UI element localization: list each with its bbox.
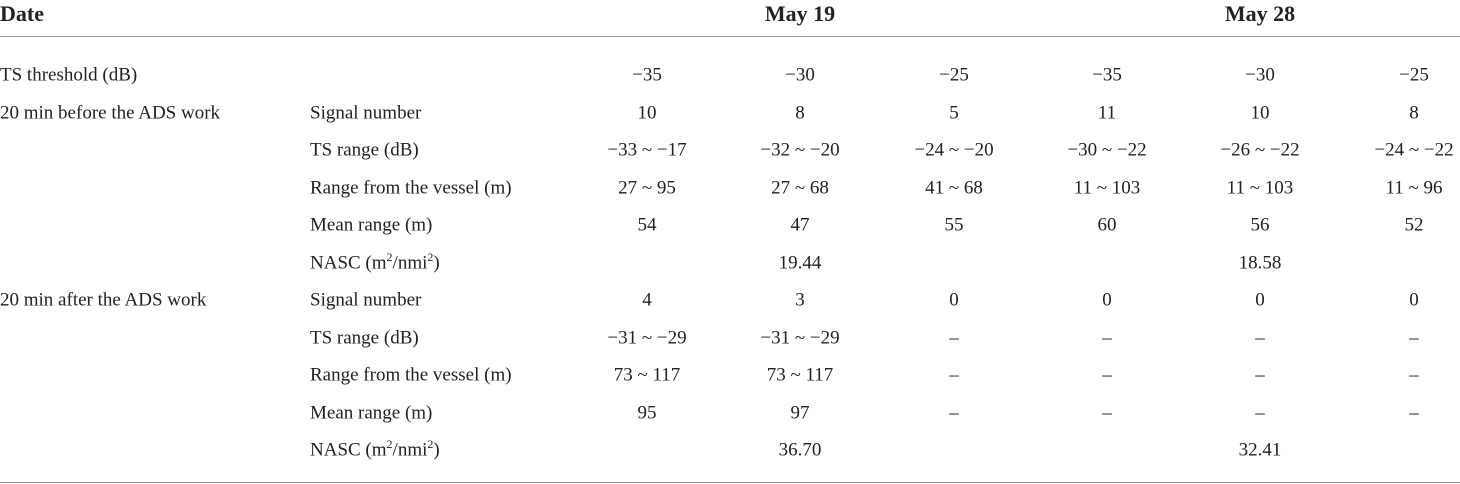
row-label: NASC (m2/nmi2) [310, 438, 440, 461]
cell: 0 [1409, 289, 1419, 311]
label-text: Signal number [310, 102, 422, 123]
cell: 36.70 [778, 439, 822, 461]
cell: 27 ~ 95 [618, 177, 676, 198]
row-label: TS range (dB) [310, 141, 419, 160]
cell: 11 ~ 96 [1385, 177, 1443, 198]
cell: 41 ~ 68 [925, 177, 983, 198]
label-text: Range from the vessel (m) [310, 364, 512, 386]
bottom-rule [0, 482, 1460, 483]
cell: – [1255, 327, 1265, 348]
label-text: Signal number [310, 289, 422, 311]
cell: −30 [1245, 64, 1275, 86]
cell: 11 [1097, 102, 1117, 123]
cell: −26 ~ −22 [1220, 139, 1300, 161]
cell: −35 [1092, 64, 1122, 86]
row-label: TS range (dB) [310, 328, 419, 347]
row-label: TS threshold (dB) [0, 64, 138, 86]
cell: −33 ~ −17 [607, 139, 687, 161]
cell: 0 [1255, 289, 1265, 311]
cell: 47 [790, 214, 810, 236]
cell: 18.58 [1238, 252, 1282, 273]
cell: 27 ~ 68 [771, 177, 829, 198]
cell: −25 [1399, 64, 1429, 86]
label-text: /nmi [392, 252, 428, 273]
cell: 54 [637, 214, 657, 236]
label-text: ) [433, 252, 440, 273]
cell: – [1409, 364, 1419, 386]
section-label: 20 min before the ADS work [0, 102, 221, 123]
cell: 56 [1250, 214, 1270, 236]
cell: – [949, 402, 959, 423]
cell: 10 [637, 102, 657, 123]
cell: 73 ~ 117 [766, 364, 834, 386]
cell: −24 ~ −22 [1374, 139, 1454, 161]
superscript: 2 [427, 437, 434, 452]
header-date: Date [0, 1, 44, 26]
row-label: Mean range (m) [310, 216, 432, 235]
row-label: Range from the vessel (m) [310, 366, 512, 385]
cell: 3 [795, 289, 805, 311]
label-text: /nmi [392, 439, 428, 461]
cell: 52 [1404, 214, 1424, 236]
label-text: Range from the vessel (m) [310, 177, 512, 198]
row-label: NASC (m2/nmi2) [310, 249, 440, 273]
label-text: TS range (dB) [310, 139, 419, 161]
cell: −25 [939, 64, 969, 86]
cell: 4 [642, 289, 652, 311]
cell: 11 ~ 103 [1073, 177, 1141, 198]
cell: – [1255, 364, 1265, 386]
superscript: 2 [427, 249, 434, 264]
cell: 32.41 [1238, 439, 1282, 461]
cell: 0 [949, 289, 959, 311]
label-text: TS range (dB) [310, 327, 419, 348]
row-label: Mean range (m) [310, 403, 432, 422]
cell: −31 ~ −29 [607, 327, 687, 348]
cell: 55 [944, 214, 964, 236]
cell: 73 ~ 117 [613, 364, 681, 386]
cell: −30 [785, 64, 815, 86]
label-text: Mean range (m) [310, 214, 433, 236]
cell: – [1409, 327, 1419, 348]
cell: 95 [637, 402, 657, 423]
cell: – [949, 327, 959, 348]
header-rule [0, 36, 1460, 37]
cell: – [1102, 327, 1112, 348]
cell: −31 ~ −29 [760, 327, 840, 348]
row-label: Signal number [310, 103, 421, 122]
cell: 10 [1250, 102, 1270, 123]
label-text: NASC (m [310, 252, 387, 273]
label-text: Mean range (m) [310, 402, 433, 423]
superscript: 2 [386, 437, 393, 452]
cell: 8 [1409, 102, 1419, 123]
section-label: 20 min after the ADS work [0, 289, 207, 311]
cell: – [1255, 402, 1265, 423]
cell: −24 ~ −20 [914, 139, 994, 161]
cell: – [1102, 364, 1112, 386]
cell: −32 ~ −20 [760, 139, 840, 161]
cell: 5 [949, 102, 959, 123]
cell: – [949, 364, 959, 386]
cell: 60 [1097, 214, 1117, 236]
row-label: Signal number [310, 291, 421, 310]
row-label: Range from the vessel (m) [310, 178, 512, 197]
cell: −30 ~ −22 [1067, 139, 1147, 161]
header-group: May 19 [764, 1, 836, 26]
cell: −35 [632, 64, 662, 86]
superscript: 2 [386, 249, 393, 264]
cell: 19.44 [778, 252, 822, 273]
cell: 8 [795, 102, 805, 123]
header-group: May 28 [1224, 1, 1296, 26]
cell: 0 [1102, 289, 1112, 311]
cell: – [1409, 402, 1419, 423]
cell: 97 [790, 402, 810, 423]
cell: – [1102, 402, 1112, 423]
cell: 11 ~ 103 [1226, 177, 1294, 198]
label-text: NASC (m [310, 439, 387, 461]
label-text: ) [433, 439, 440, 461]
